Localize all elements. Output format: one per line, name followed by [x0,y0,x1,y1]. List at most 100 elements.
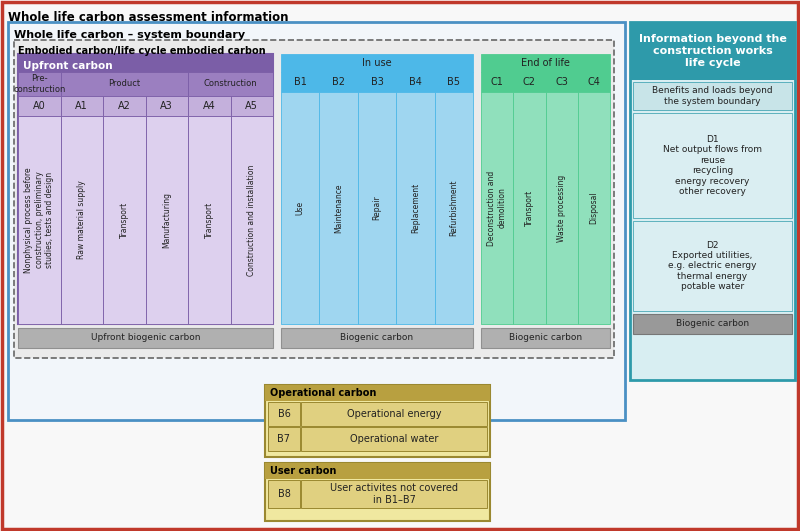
Bar [630,22,795,380]
Bar [146,116,188,324]
Text: Waste processing: Waste processing [557,174,566,242]
Bar [188,116,230,324]
Text: Upfront carbon: Upfront carbon [23,61,113,71]
Bar [514,72,546,92]
Bar [268,427,300,451]
Text: Disposal: Disposal [590,192,598,224]
Bar [396,72,434,92]
Text: Use: Use [296,201,305,215]
Bar [18,96,61,116]
Text: C1: C1 [490,77,503,87]
Bar [230,96,273,116]
Bar [633,82,792,110]
Text: C2: C2 [523,77,536,87]
Text: B8: B8 [278,489,290,499]
Text: B5: B5 [447,77,460,87]
Bar [103,116,146,324]
Bar [633,314,792,334]
Bar [18,116,61,324]
Text: A3: A3 [160,101,173,111]
Text: Whole life carbon assessment information: Whole life carbon assessment information [8,11,289,24]
Bar [103,96,146,116]
Text: In use: In use [362,58,392,68]
Text: D2
Exported utilities,
e.g. electric energy
thermal energy
potable water: D2 Exported utilities, e.g. electric ene… [668,241,757,292]
Text: Information beyond the
construction works
life cycle: Information beyond the construction work… [638,35,786,67]
Text: C3: C3 [555,77,568,87]
Text: Operational energy: Operational energy [346,409,442,419]
Text: B7: B7 [278,434,290,444]
Bar [301,480,487,508]
Text: User activites not covered
in B1–B7: User activites not covered in B1–B7 [330,483,458,505]
Text: Upfront biogenic carbon: Upfront biogenic carbon [90,333,200,342]
Bar [481,54,610,72]
Text: Biogenic carbon: Biogenic carbon [509,333,582,342]
Bar [633,113,792,218]
Text: A2: A2 [118,101,130,111]
Bar [633,221,792,311]
Bar [514,92,546,324]
Bar [358,92,396,324]
Text: Benefits and loads beyond
the system boundary: Benefits and loads beyond the system bou… [652,87,773,106]
Bar [546,72,578,92]
Bar [319,72,358,92]
Bar [281,54,473,72]
Text: Raw material supply: Raw material supply [78,181,86,259]
Text: B1: B1 [294,77,306,87]
Text: Operational water: Operational water [350,434,438,444]
Bar [630,22,795,80]
Text: Transport: Transport [120,202,129,238]
Bar [265,463,490,521]
Bar [434,92,473,324]
Text: Biogenic carbon: Biogenic carbon [341,333,414,342]
Text: Nonphysical process before
construction, preliminary
studies, tests and design: Nonphysical process before construction,… [24,167,54,273]
Text: B6: B6 [278,409,290,419]
Bar [396,92,434,324]
Text: A0: A0 [33,101,46,111]
Text: Transport: Transport [525,190,534,226]
Text: C4: C4 [587,77,600,87]
Bar [265,385,490,401]
Bar [18,328,273,348]
Bar [301,427,487,451]
Text: Maintenance: Maintenance [334,183,343,233]
Text: Pre-
construction: Pre- construction [13,74,66,93]
Bar [8,22,625,420]
Text: Operational carbon: Operational carbon [270,388,376,398]
Bar [546,92,578,324]
Bar [18,72,61,96]
Bar [281,92,319,324]
Bar [61,72,188,96]
Bar [358,72,396,92]
Text: A5: A5 [246,101,258,111]
Text: B4: B4 [409,77,422,87]
Text: User carbon: User carbon [270,466,336,476]
Bar [188,72,273,96]
Text: Repair: Repair [373,195,382,220]
Bar [188,96,230,116]
Bar [481,92,514,324]
Bar [146,96,188,116]
Bar [281,328,473,348]
Text: Construction: Construction [204,80,258,89]
Bar [434,72,473,92]
Text: Transport: Transport [205,202,214,238]
Text: B3: B3 [370,77,383,87]
Bar [578,72,610,92]
Bar [481,328,610,348]
Text: End of life: End of life [521,58,570,68]
Bar [230,116,273,324]
Bar [281,72,319,92]
Text: A1: A1 [75,101,88,111]
Bar [14,40,614,358]
Text: Replacement: Replacement [411,183,420,233]
Bar [265,385,490,457]
Bar [268,480,300,508]
Text: Manufacturing: Manufacturing [162,192,171,248]
Text: Whole life carbon – system boundary: Whole life carbon – system boundary [14,30,245,40]
Text: Deconstruction and
demolition: Deconstruction and demolition [487,170,507,246]
Text: Biogenic carbon: Biogenic carbon [676,320,749,329]
Bar [61,116,103,324]
Bar [578,92,610,324]
Text: Product: Product [108,80,140,89]
Text: B2: B2 [332,77,345,87]
